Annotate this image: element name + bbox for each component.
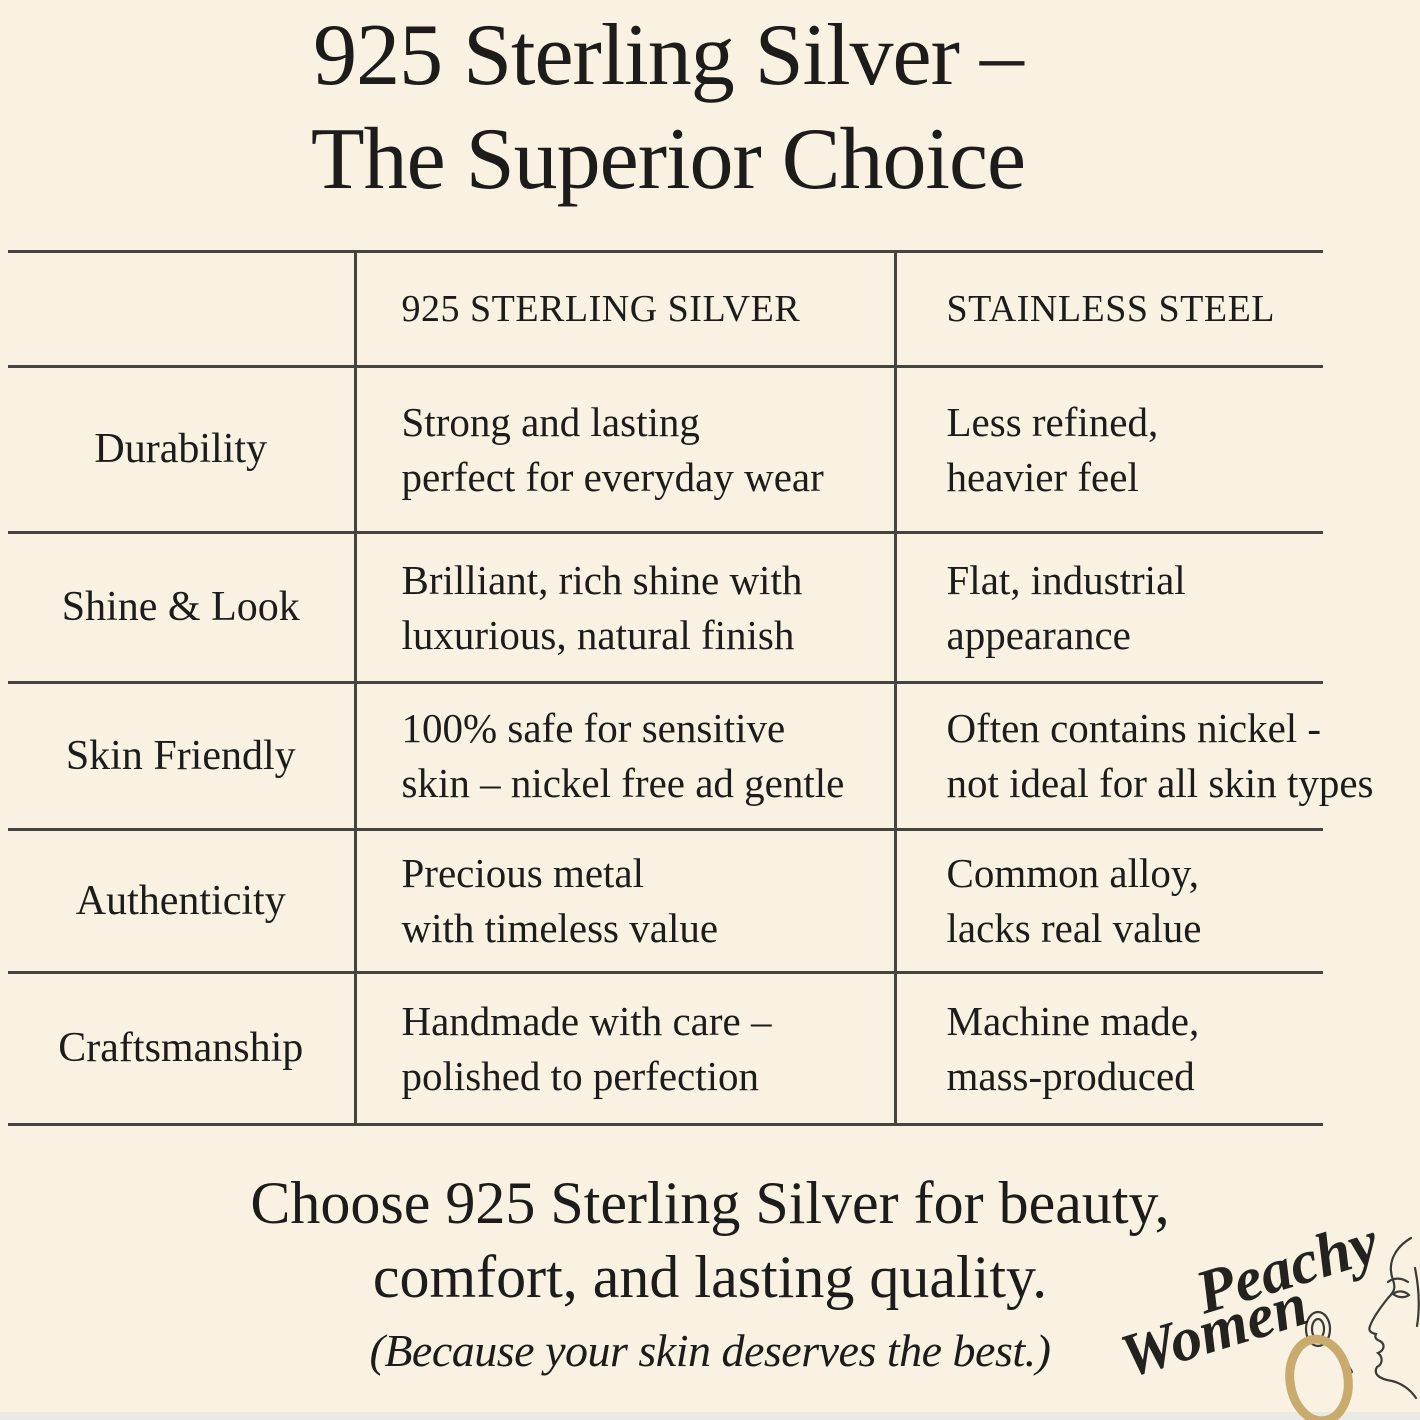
cell-silver: Handmade with care – polished to perfect… bbox=[353, 971, 895, 1126]
gold-hoop-earring-icon bbox=[1285, 1334, 1353, 1420]
row-label: Skin Friendly bbox=[8, 681, 355, 830]
table-row-skin-friendly: Skin Friendly 100% safe for sensitive sk… bbox=[8, 681, 1374, 830]
page-title-line2: The Superior Choice bbox=[310, 111, 1026, 208]
cell-steel: Less refined, heavier feel bbox=[893, 365, 1323, 533]
row-label: Authenticity bbox=[8, 828, 355, 973]
cell-line: 100% safe for sensitive bbox=[401, 705, 786, 751]
cell-line: perfect for everyday wear bbox=[401, 453, 824, 500]
table-row-durability: Durability Strong and lasting perfect fo… bbox=[8, 365, 1323, 533]
column-header-steel: STAINLESS STEEL bbox=[893, 250, 1323, 367]
footer-slogan: Choose 925 Sterling Silver for beauty, c… bbox=[0, 1166, 1420, 1377]
cell-line: Handmade with care – bbox=[401, 997, 772, 1044]
cell-line: heavier feel bbox=[946, 453, 1139, 500]
page-title: 925 Sterling Silver – The Superior Choic… bbox=[0, 4, 1336, 212]
footer-line2: comfort, and lasting quality. bbox=[372, 1244, 1048, 1310]
cell-line: Often contains nickel - bbox=[946, 705, 1322, 751]
cell-steel: Common alloy, lacks real value bbox=[893, 828, 1323, 973]
cell-line: Strong and lasting bbox=[401, 398, 700, 445]
comparison-table: 925 STERLING SILVER STAINLESS STEEL Dura… bbox=[8, 250, 1374, 1126]
cell-line: Less refined, bbox=[946, 398, 1159, 445]
cell-line: skin – nickel free ad gentle bbox=[401, 760, 845, 806]
cell-line: polished to perfection bbox=[401, 1052, 760, 1099]
brand-logo: Peachy Women bbox=[1122, 1230, 1420, 1420]
cell-silver: 100% safe for sensitive skin – nickel fr… bbox=[353, 681, 895, 830]
table-row-craftsmanship: Craftsmanship Handmade with care – polis… bbox=[8, 971, 1323, 1126]
cell-line: lacks real value bbox=[946, 905, 1202, 951]
row-label: Durability bbox=[8, 365, 355, 533]
column-header-attribute bbox=[8, 250, 355, 367]
cell-steel: Often contains nickel - not ideal for al… bbox=[893, 681, 1374, 830]
bottom-edge-strip bbox=[0, 1412, 1420, 1420]
cell-steel: Flat, industrial appearance bbox=[893, 531, 1323, 683]
row-label: Craftsmanship bbox=[8, 971, 355, 1126]
cell-line: with timeless value bbox=[401, 905, 719, 951]
footer-tagline: (Because your skin deserves the best.) bbox=[369, 1325, 1051, 1376]
cell-steel: Machine made, mass-produced bbox=[893, 971, 1323, 1126]
cell-line: appearance bbox=[946, 611, 1131, 658]
cell-line: luxurious, natural finish bbox=[401, 611, 795, 658]
cell-silver: Brilliant, rich shine with luxurious, na… bbox=[353, 531, 895, 683]
cell-line: Brilliant, rich shine with bbox=[401, 556, 803, 603]
table-row-shine-look: Shine & Look Brilliant, rich shine with … bbox=[8, 531, 1323, 683]
cell-line: Flat, industrial bbox=[946, 556, 1186, 603]
cell-line: Precious metal bbox=[401, 850, 645, 896]
column-header-silver: 925 STERLING SILVER bbox=[353, 250, 895, 367]
row-label: Shine & Look bbox=[8, 531, 355, 683]
cell-line: mass-produced bbox=[946, 1052, 1195, 1099]
cell-line: Machine made, bbox=[946, 997, 1200, 1044]
footer-line1: Choose 925 Sterling Silver for beauty, bbox=[250, 1170, 1170, 1236]
table-row-authenticity: Authenticity Precious metal with timeles… bbox=[8, 828, 1323, 973]
cell-line: not ideal for all skin types bbox=[946, 760, 1374, 806]
page-title-line1: 925 Sterling Silver – bbox=[313, 7, 1024, 104]
cell-silver: Precious metal with timeless value bbox=[353, 828, 895, 973]
cell-line: Common alloy, bbox=[946, 850, 1199, 896]
table-header-row: 925 STERLING SILVER STAINLESS STEEL bbox=[8, 250, 1323, 367]
cell-silver: Strong and lasting perfect for everyday … bbox=[353, 365, 895, 533]
